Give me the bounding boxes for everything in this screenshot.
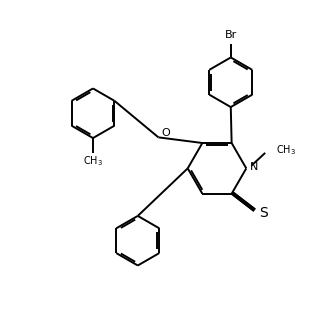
Text: CH$_3$: CH$_3$ [83,154,103,168]
Text: N: N [250,162,258,172]
Text: CH$_3$: CH$_3$ [276,143,296,157]
Text: Br: Br [225,30,237,40]
Text: S: S [259,206,268,220]
Text: O: O [162,128,171,138]
